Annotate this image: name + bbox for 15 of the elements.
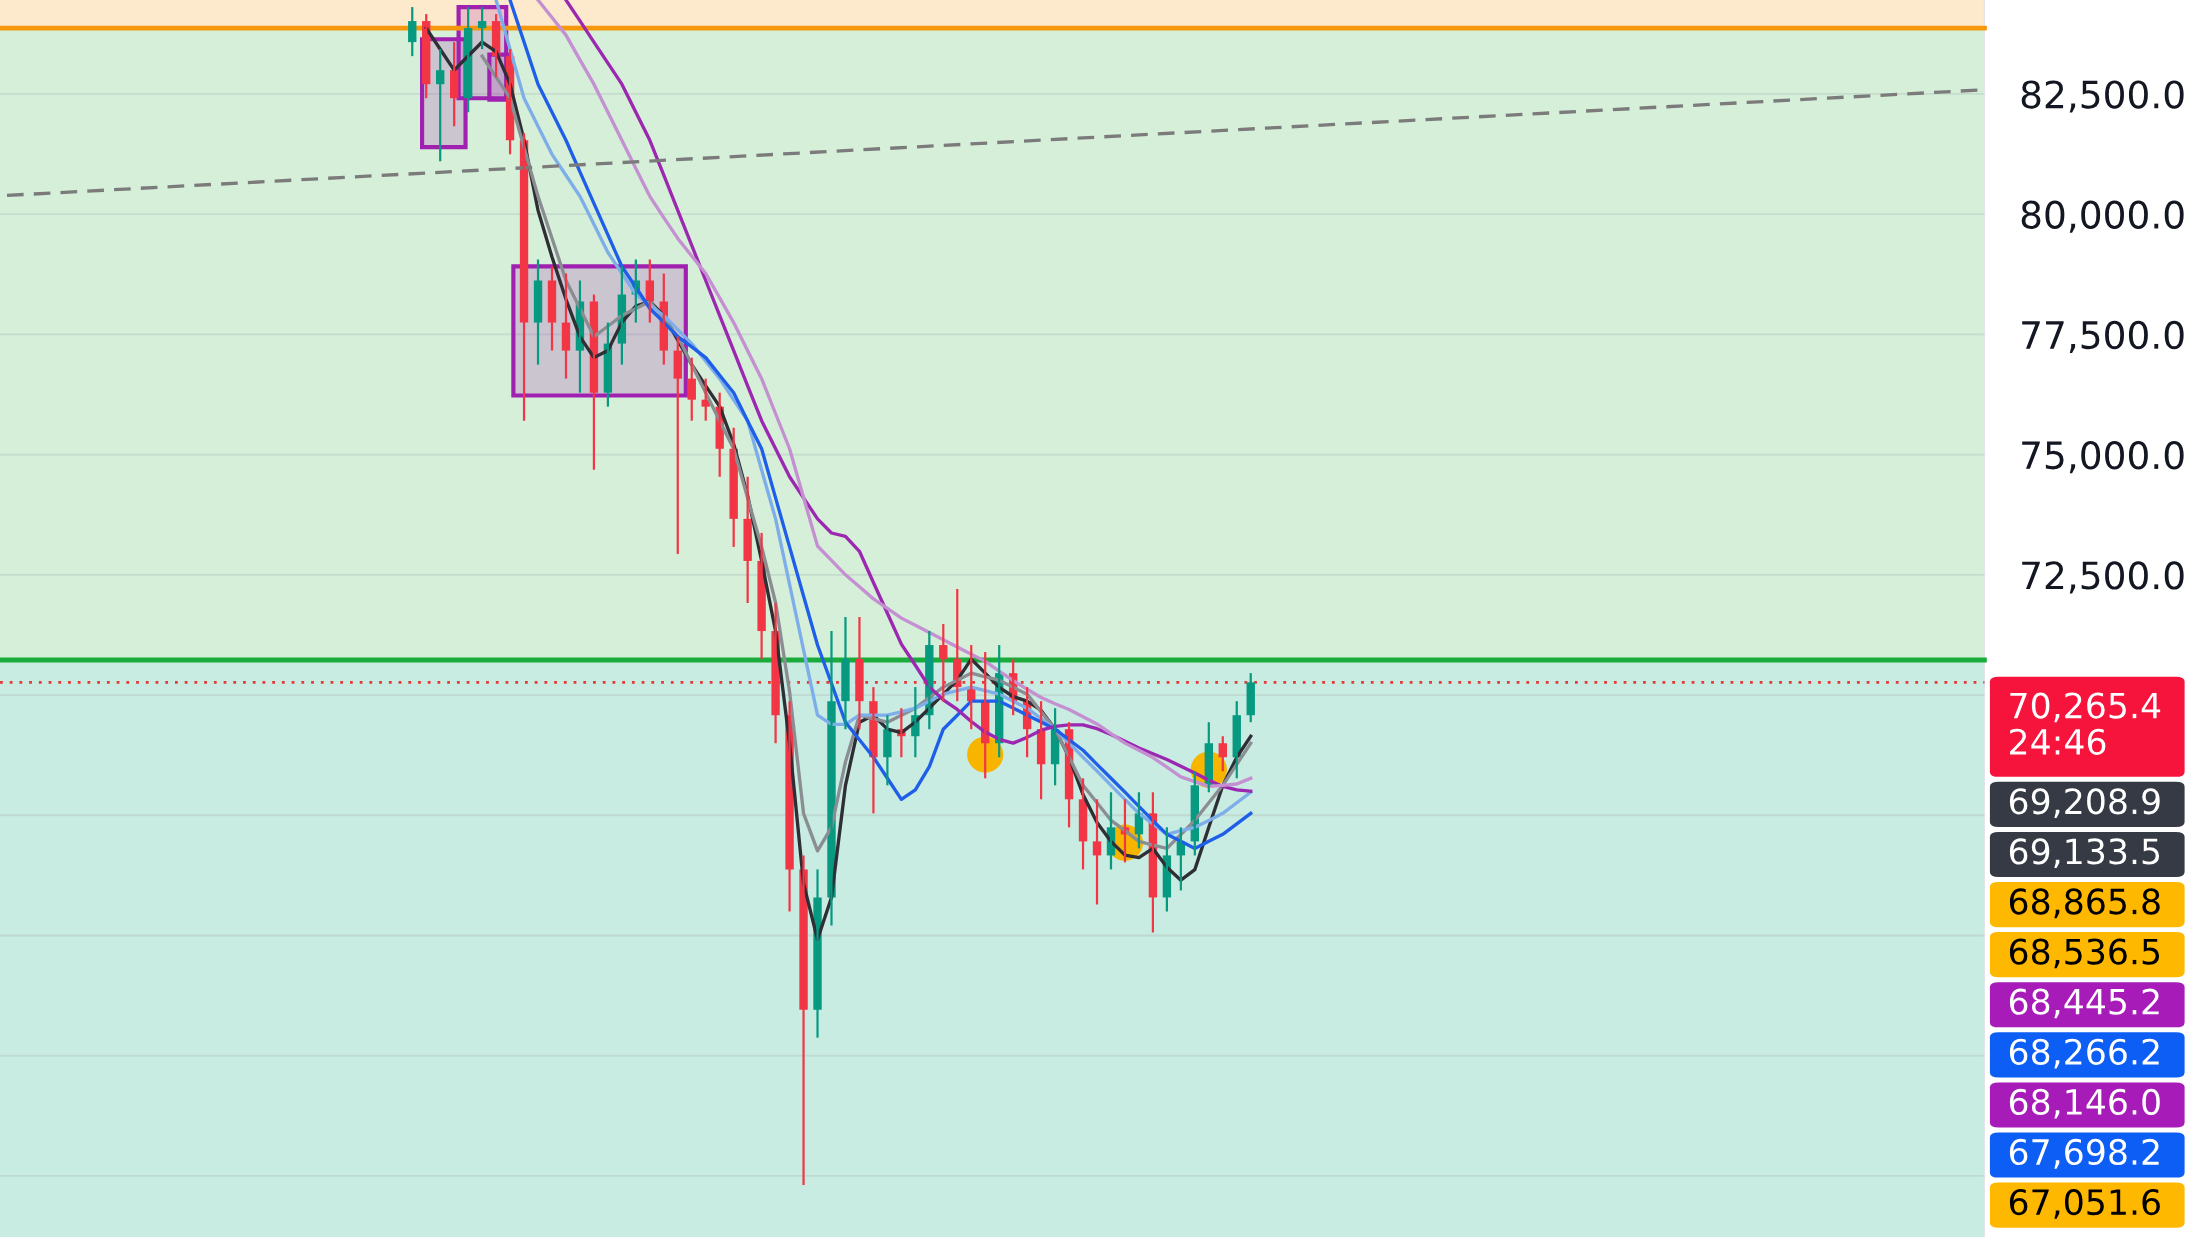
text: 68,266.2 (2009, 1038, 2159, 1069)
text: 68,865.8 (2009, 888, 2160, 919)
text: 68,536.5 (2009, 938, 2160, 969)
y-tick-label: 77,500.0 (2022, 320, 2184, 354)
y-tick-label: 75,000.0 (2022, 441, 2184, 474)
text: 67,698.2 (2009, 1138, 2159, 1169)
y-tick-label: 72,500.0 (2022, 561, 2184, 594)
text: 68,146.0 (2009, 1088, 2160, 1119)
text: 69,133.5 (2009, 838, 2160, 869)
text: 69,208.9 (2009, 788, 2160, 818)
text: 67,051.6 (2009, 1188, 2160, 1219)
text: 70,265.4 24:46 (2010, 692, 2161, 755)
text: 68,445.2 (2009, 988, 2159, 1019)
y-tick-label: 82,500.0 (2021, 80, 2184, 113)
y-tick-label: 80,000.0 (2021, 200, 2184, 233)
